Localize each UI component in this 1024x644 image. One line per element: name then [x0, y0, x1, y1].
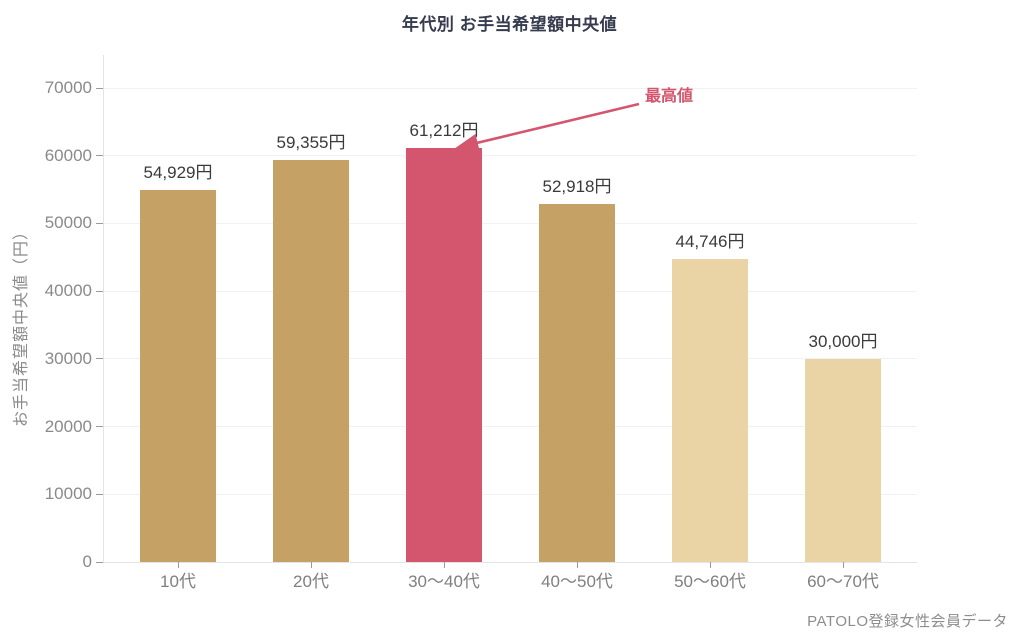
y-axis-title: お手当希望額中央値（円）: [13, 223, 30, 428]
gridline: [104, 155, 917, 157]
x-tick-label: 10代: [160, 572, 196, 591]
x-tick-label: 20代: [293, 572, 329, 591]
y-tick-mark: [96, 155, 103, 157]
y-tick-label: 20000: [44, 416, 92, 436]
annotation-max-label: 最高値: [645, 88, 694, 105]
bar-value-label: 61,212円: [409, 120, 479, 140]
y-tick-label: 30000: [44, 348, 92, 368]
gridline: [104, 493, 917, 495]
x-tick-label: 50〜60代: [674, 572, 746, 591]
gridline: [104, 290, 917, 292]
bar-value-label: 30,000円: [808, 331, 878, 351]
gridline: [104, 222, 917, 224]
bar-20代: [273, 160, 349, 562]
y-tick-mark: [96, 222, 103, 224]
y-tick-mark: [96, 426, 103, 428]
x-tick-mark: [443, 562, 445, 568]
x-tick-mark: [709, 562, 711, 568]
bar-40〜50代: [539, 203, 615, 562]
bar-value-label: 54,929円: [143, 163, 213, 183]
chart-title: 年代別 お手当希望額中央値: [401, 15, 618, 34]
x-tick-label: 40〜50代: [541, 572, 613, 591]
y-tick-mark: [96, 358, 103, 360]
gridline: [104, 358, 917, 360]
gridline: [104, 426, 917, 428]
y-tick-label: 0: [82, 552, 92, 571]
x-tick-label: 60〜70代: [807, 572, 879, 591]
x-tick-label: 30〜40代: [408, 572, 480, 591]
y-tick-label: 40000: [44, 281, 92, 301]
bar-value-label: 52,918円: [542, 176, 612, 196]
bar-value-label: 44,746円: [675, 232, 745, 251]
x-tick-mark: [177, 562, 179, 568]
x-tick-mark: [310, 562, 312, 568]
bar-10代: [140, 190, 216, 562]
plot-area: 0 10000 20000 30000 40000 50000 60000 70000 54,9…: [45, 55, 917, 591]
y-tick-mark: [96, 493, 103, 495]
bar-50〜60代: [672, 259, 748, 562]
y-tick-label: 50000: [44, 213, 92, 233]
y-tick-mark: [96, 290, 103, 292]
bar-60〜70代: [805, 358, 881, 562]
bar-value-label: 59,355円: [276, 133, 346, 153]
y-tick-mark: [96, 87, 103, 89]
x-tick-mark: [576, 562, 578, 568]
y-tick-label: 10000: [44, 484, 92, 504]
bar-30〜40代: [406, 147, 482, 562]
y-tick-label: 60000: [44, 145, 92, 165]
x-tick-mark: [842, 562, 844, 568]
source-note: PATOLO登録女性会員データ: [807, 613, 1008, 630]
gridline: [104, 87, 917, 89]
y-tick-label: 70000: [44, 78, 92, 97]
y-tick-mark: [96, 561, 103, 563]
